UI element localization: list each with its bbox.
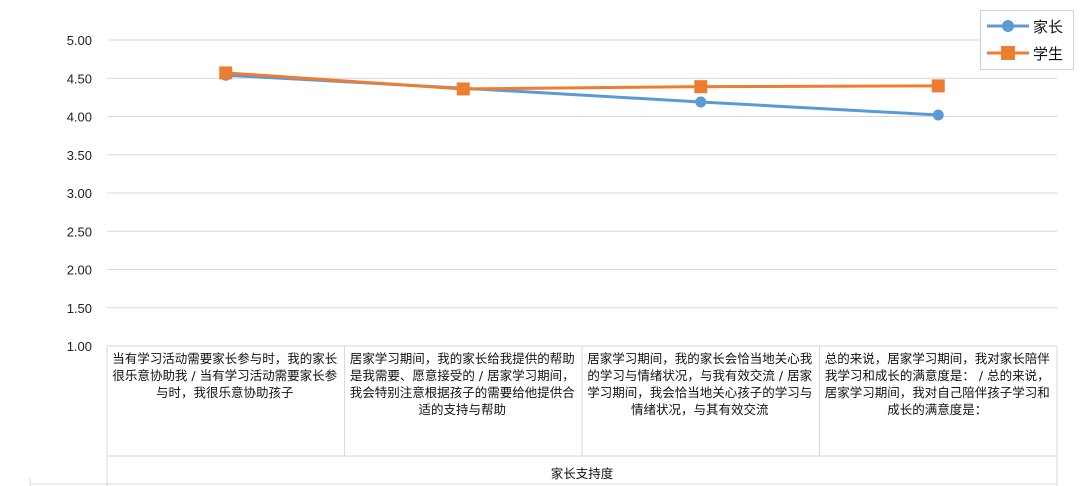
category-label: 总的来说，居家学习期间，我对家长陪伴我学习和成长的满意度是： / 总的来说，居家… xyxy=(824,351,1050,417)
series-lines xyxy=(225,71,939,117)
y-tick-label: 2.00 xyxy=(67,263,92,278)
legend: 家长 学生 xyxy=(980,10,1074,70)
y-axis-ticks: 5.00 4.50 4.00 3.50 3.00 2.50 2.00 1.50 1.00 xyxy=(67,33,92,354)
data-point-square xyxy=(456,82,470,96)
y-tick-label: 1.00 xyxy=(67,339,92,354)
data-point-square xyxy=(931,79,945,93)
y-tick-label: 4.50 xyxy=(67,71,92,86)
data-point-square xyxy=(219,66,233,80)
category-table-lines xyxy=(29,346,1058,486)
line-circle-marker-icon xyxy=(987,20,1029,32)
y-tick-label: 1.50 xyxy=(67,301,92,316)
y-tick-label: 2.50 xyxy=(67,224,92,239)
category-label: 当有学习活动需要家长参与时，我的家长很乐意协助我 / 当有学习活动需要家长参与时… xyxy=(112,351,338,400)
legend-item-parent: 家长 xyxy=(985,14,1073,38)
y-tick-label: 3.50 xyxy=(67,148,92,163)
category-label: 居家学习期间，我的家长给我提供的帮助是我需要、愿意接受的 / 居家学习期间，我会… xyxy=(349,351,575,417)
y-tick-label: 5.00 xyxy=(67,33,92,48)
series-line xyxy=(225,71,939,91)
category-label: 居家学习期间，我的家长会恰当地关心我的学习与情绪状况，与我有效交流 / 居家学习… xyxy=(587,351,813,417)
line-square-marker-icon xyxy=(987,46,1029,60)
data-point-circle xyxy=(932,109,944,121)
y-tick-label: 4.00 xyxy=(67,110,92,125)
data-point-square xyxy=(694,80,708,94)
legend-label: 学生 xyxy=(1033,45,1064,63)
y-tick-label: 3.00 xyxy=(67,186,92,201)
series-markers xyxy=(219,66,945,121)
legend-label: 家长 xyxy=(1033,18,1064,36)
x-axis-title: 家长支持度 xyxy=(550,466,614,481)
data-point-circle xyxy=(695,96,707,108)
legend-item-student: 学生 xyxy=(985,41,1073,65)
